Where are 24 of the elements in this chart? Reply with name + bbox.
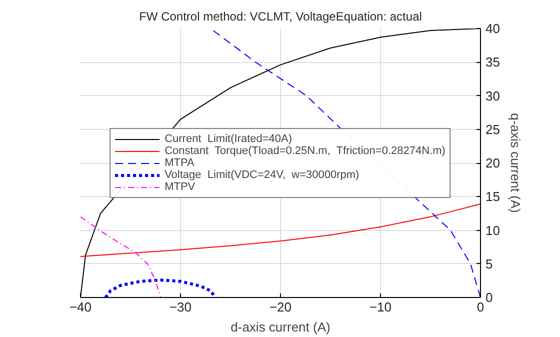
chart-title: FW Control method: VCLMT, VoltageEquation: actual (139, 10, 422, 24)
legend-label: MTPV (164, 180, 196, 192)
y-tick-label: 20 (486, 156, 500, 170)
x-tick-label: −20 (269, 300, 292, 314)
legend-label: Current Limit(Irated=40A) (164, 132, 292, 144)
y-tick-label: 35 (486, 54, 500, 70)
y-axis-title: q-axis current (A) (508, 113, 523, 213)
x-tick-label: −40 (69, 300, 92, 314)
line-series (104, 278, 217, 298)
x-tick-label: −30 (169, 300, 192, 314)
y-tick-label: 30 (486, 88, 500, 104)
legend-label: Constant Torque(Tload=0.25N.m, Tfriction=0.28274N.m) (164, 144, 446, 156)
y-tick-label: 15 (486, 189, 500, 204)
legend-label: MTPA (164, 156, 194, 168)
y-tick-label: 40 (486, 21, 500, 36)
x-axis-title: d-axis current (A) (230, 320, 330, 334)
legend-label: Voltage Limit(VDC=24V, w=30000rpm) (164, 168, 360, 180)
x-tick-label: −10 (369, 300, 392, 314)
y-tick-label: 0 (486, 290, 493, 305)
y-tick-label: 10 (486, 222, 500, 238)
y-tick-label: 25 (486, 122, 500, 137)
line-series (80, 204, 480, 257)
line-series (80, 216, 161, 298)
y-tick-label: 5 (486, 256, 493, 272)
